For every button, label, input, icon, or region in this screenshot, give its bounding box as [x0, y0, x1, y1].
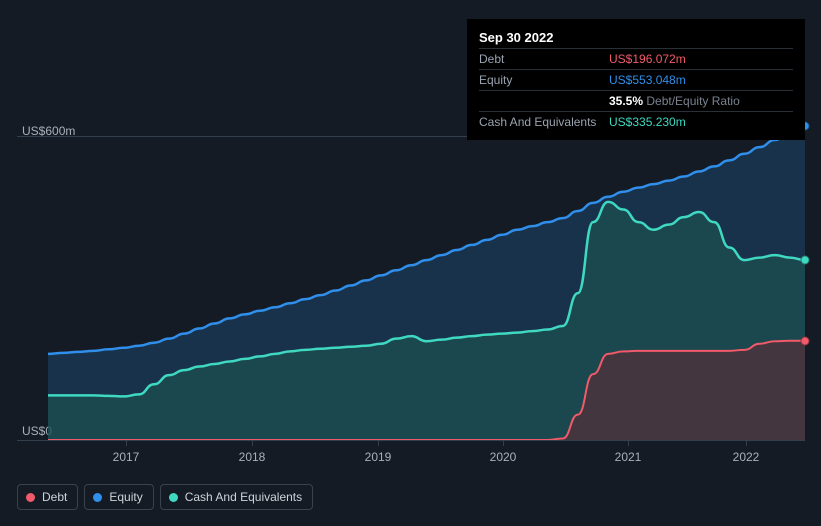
- tooltip-equity-value: US$553.048m: [609, 73, 686, 87]
- tooltip-date: Sep 30 2022: [479, 27, 793, 48]
- tooltip-ratio-label: Debt/Equity Ratio: [646, 94, 739, 108]
- chart-svg: [48, 136, 805, 440]
- y-gridline-bottom: [17, 440, 805, 441]
- legend-dot-cash: [169, 493, 178, 502]
- x-tick: [628, 440, 629, 446]
- end-marker-cash: [801, 256, 810, 265]
- x-axis-label: 2020: [490, 450, 517, 464]
- legend-label-debt: Debt: [42, 490, 67, 504]
- tooltip-panel: Sep 30 2022 Debt US$196.072m Equity US$5…: [467, 19, 805, 140]
- tooltip-row-equity: Equity US$553.048m: [479, 69, 793, 90]
- tooltip-debt-value: US$196.072m: [609, 52, 686, 66]
- tooltip-row-cash: Cash And Equivalents US$335.230m: [479, 111, 793, 132]
- legend-item-debt[interactable]: Debt: [17, 484, 78, 510]
- legend-dot-equity: [93, 493, 102, 502]
- x-tick: [503, 440, 504, 446]
- tooltip-equity-label: Equity: [479, 73, 609, 87]
- legend-label-equity: Equity: [109, 490, 142, 504]
- x-tick: [126, 440, 127, 446]
- legend-label-cash: Cash And Equivalents: [185, 490, 302, 504]
- x-axis-label: 2018: [239, 450, 266, 464]
- x-axis-label: 2017: [113, 450, 140, 464]
- legend-dot-debt: [26, 493, 35, 502]
- tooltip-row-debt: Debt US$196.072m: [479, 48, 793, 69]
- tooltip-ratio-spacer: [479, 94, 609, 108]
- x-axis-label: 2019: [365, 450, 392, 464]
- legend-item-cash[interactable]: Cash And Equivalents: [160, 484, 313, 510]
- tooltip-ratio-value: 35.5%: [609, 94, 643, 108]
- x-axis-label: 2022: [733, 450, 760, 464]
- end-marker-debt: [801, 336, 810, 345]
- financial-chart: US$600m US$0 201720182019202020212022 Se…: [0, 0, 821, 526]
- tooltip-debt-label: Debt: [479, 52, 609, 66]
- x-axis-label: 2021: [615, 450, 642, 464]
- tooltip-cash-label: Cash And Equivalents: [479, 115, 609, 129]
- x-tick: [746, 440, 747, 446]
- x-tick: [252, 440, 253, 446]
- plot-area: [48, 136, 805, 440]
- tooltip-cash-value: US$335.230m: [609, 115, 686, 129]
- x-tick: [378, 440, 379, 446]
- legend-item-equity[interactable]: Equity: [84, 484, 153, 510]
- legend: Debt Equity Cash And Equivalents: [17, 484, 313, 510]
- tooltip-row-ratio: 35.5% Debt/Equity Ratio: [479, 90, 793, 111]
